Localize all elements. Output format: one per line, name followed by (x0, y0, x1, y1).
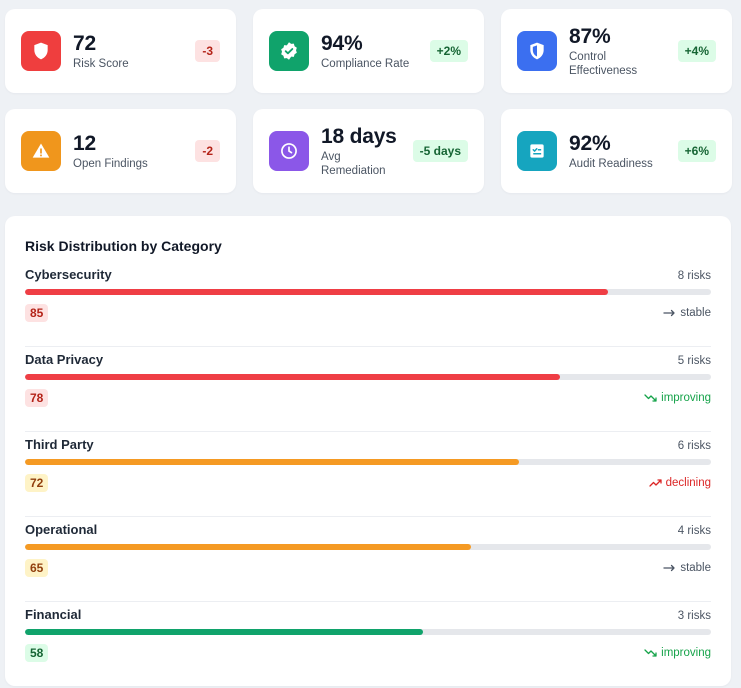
trend-label: improving (661, 392, 711, 404)
category-row-operational[interactable]: Operational 4 risks 65 stable (25, 517, 711, 602)
kpi-card-risk-score[interactable]: 72 Risk Score -3 (5, 9, 236, 93)
score-bar-track (25, 289, 711, 295)
kpi-label: Risk Score (73, 57, 129, 70)
category-row-data-privacy[interactable]: Data Privacy 5 risks 78 improving (25, 347, 711, 432)
category-name: Data Privacy (25, 352, 104, 367)
trend-label: stable (680, 307, 711, 319)
risk-distribution-panel: Risk Distribution by Category Cybersecur… (5, 216, 731, 686)
trend-label: improving (661, 647, 711, 659)
score-badge: 78 (25, 389, 49, 407)
kpi-grid: 72 Risk Score -3 94% Compliance Rate +2%… (5, 9, 732, 193)
clock-icon (269, 131, 309, 171)
category-risk-count: 8 risks (677, 270, 711, 282)
shield-half-icon (517, 31, 557, 71)
trend-indicator: improving (644, 647, 711, 659)
kpi-delta-badge: +4% (677, 40, 716, 62)
arrow-right-icon (663, 309, 675, 317)
kpi-card-compliance-rate[interactable]: 94% Compliance Rate +2% (253, 9, 484, 93)
kpi-value: 18 days (321, 124, 397, 148)
kpi-delta-badge: -3 (195, 40, 220, 62)
category-risk-count: 5 risks (677, 355, 711, 367)
category-row-cybersecurity[interactable]: Cybersecurity 8 risks 85 stable (25, 262, 711, 347)
kpi-label: Control Effectiveness (569, 50, 638, 77)
kpi-value: 12 (73, 131, 96, 155)
trend-indicator: improving (644, 392, 711, 404)
kpi-value: 94% (321, 31, 363, 55)
score-badge: 65 (25, 559, 49, 577)
score-bar-track (25, 544, 711, 550)
checklist-icon (517, 131, 557, 171)
category-name: Cybersecurity (25, 267, 112, 282)
category-risk-count: 4 risks (677, 525, 711, 537)
category-name: Operational (25, 522, 98, 537)
score-bar-track (25, 629, 711, 635)
panel-title: Risk Distribution by Category (25, 238, 222, 254)
score-badge: 58 (25, 644, 49, 662)
kpi-label: Audit Readiness (569, 157, 653, 170)
kpi-delta-badge: -2 (195, 140, 220, 162)
score-bar-track (25, 374, 711, 380)
kpi-card-open-findings[interactable]: 12 Open Findings -2 (5, 109, 236, 193)
trend-label: declining (665, 477, 711, 489)
kpi-value: 72 (73, 31, 96, 55)
kpi-value: 92% (569, 131, 611, 155)
trend-up-icon (648, 479, 662, 487)
trend-indicator: stable (663, 307, 711, 319)
score-bar-fill (25, 544, 471, 550)
kpi-card-audit-readiness[interactable]: 92% Audit Readiness +6% (501, 109, 732, 193)
trend-label: stable (680, 562, 711, 574)
kpi-label: Avg Remediation (321, 150, 386, 177)
category-row-third-party[interactable]: Third Party 6 risks 72 declining (25, 432, 711, 517)
shield-icon (21, 31, 61, 71)
score-bar-fill (25, 459, 519, 465)
kpi-card-control-effectiveness[interactable]: 87% Control Effectiveness +4% (501, 9, 732, 93)
kpi-delta-badge: -5 days (412, 140, 468, 162)
score-bar-track (25, 459, 711, 465)
kpi-value: 87% (569, 24, 611, 48)
score-bar-fill (25, 629, 423, 635)
trend-indicator: stable (663, 562, 711, 574)
arrow-right-icon (663, 564, 675, 572)
kpi-delta-badge: +6% (677, 140, 716, 162)
score-bar-fill (25, 289, 609, 295)
category-list: Cybersecurity 8 risks 85 stable Data Pri… (25, 262, 711, 687)
warning-triangle-icon (21, 131, 61, 171)
kpi-card-avg-remediation[interactable]: 18 days Avg Remediation -5 days (253, 109, 484, 193)
category-risk-count: 6 risks (677, 440, 711, 452)
trend-indicator: declining (648, 477, 711, 489)
trend-down-icon (644, 649, 657, 657)
score-badge: 85 (25, 304, 49, 322)
badge-check-icon (269, 31, 309, 71)
kpi-delta-badge: +2% (429, 40, 468, 62)
category-name: Third Party (25, 437, 94, 452)
kpi-label: Compliance Rate (321, 57, 410, 70)
score-badge: 72 (25, 474, 49, 492)
score-bar-fill (25, 374, 561, 380)
trend-down-icon (644, 394, 657, 402)
category-risk-count: 3 risks (677, 610, 711, 622)
category-row-financial[interactable]: Financial 3 risks 58 improving (25, 602, 711, 687)
kpi-label: Open Findings (73, 157, 148, 170)
category-name: Financial (25, 607, 82, 622)
